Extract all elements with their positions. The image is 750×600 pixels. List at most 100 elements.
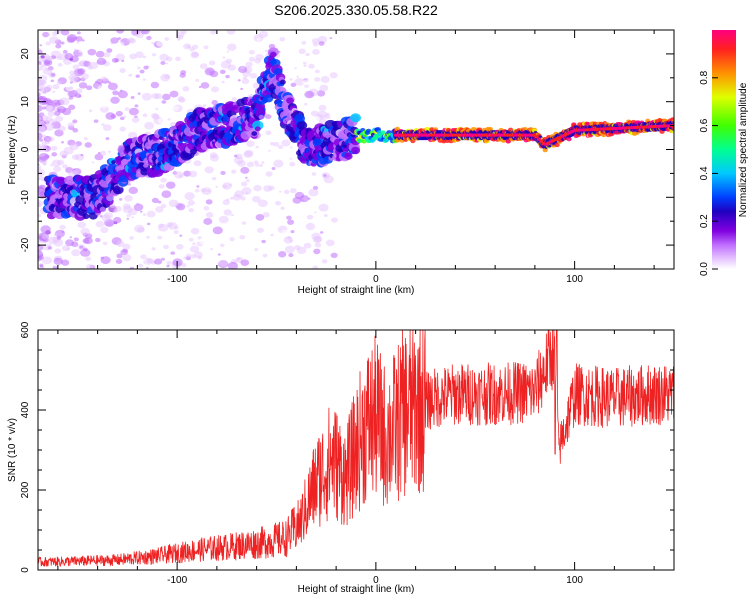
spectrogram-noise-cell bbox=[79, 82, 83, 85]
spectrogram-ridge-cell bbox=[66, 179, 75, 186]
spectrogram-noise-cell bbox=[106, 48, 113, 53]
spectrogram-noise-cell bbox=[304, 90, 314, 99]
spectrogram-noise-cell bbox=[122, 254, 132, 262]
spectrogram-ridge-cell bbox=[296, 121, 308, 130]
spectrogram-noise-cell bbox=[122, 203, 131, 210]
spectrogram-noise-cell bbox=[223, 209, 232, 216]
spectrogram-noise-cell bbox=[115, 110, 123, 117]
spectrogram-noise-cell bbox=[124, 107, 130, 111]
spectrogram-noise-cell bbox=[114, 131, 119, 135]
figure-title: S206.2025.330.05.58.R22 bbox=[274, 2, 438, 18]
spectrogram-noise-cell bbox=[278, 190, 282, 193]
spectrogram-xtick-label: 0 bbox=[373, 274, 379, 285]
spectrogram-noise-cell bbox=[318, 104, 327, 111]
spectrogram-noise-cell bbox=[53, 165, 62, 173]
spectrogram-ytick-label: 20 bbox=[20, 48, 31, 60]
spectrogram-noise-cell bbox=[101, 123, 105, 127]
spectrogram-noise-cell bbox=[311, 172, 317, 176]
spectrogram-noise-cell bbox=[329, 37, 333, 40]
spectrogram-noise-cell bbox=[151, 93, 160, 100]
spectrogram-noise-cell bbox=[84, 142, 92, 148]
spectrogram-noise-cell bbox=[161, 257, 165, 261]
spectrogram-noise-cell bbox=[241, 187, 252, 195]
spectrogram-noise-cell bbox=[254, 248, 259, 252]
spectrogram-noise-cell bbox=[168, 199, 179, 208]
spectrogram-noise-cell bbox=[302, 79, 311, 86]
spectrogram-noise-cell bbox=[294, 67, 297, 70]
spectrogram-noise-cell bbox=[80, 73, 89, 80]
spectrogram-noise-cell bbox=[317, 35, 328, 44]
spectrogram-ridge-cell bbox=[350, 113, 362, 123]
spectrogram-noise-cell bbox=[182, 86, 190, 92]
spectrogram-noise-cell bbox=[202, 104, 207, 108]
spectrogram-noise-cell bbox=[103, 52, 111, 58]
spectrogram-ridge-cell bbox=[286, 97, 294, 104]
spectrogram-noise-cell bbox=[321, 259, 328, 264]
spectrogram-noise-cell bbox=[264, 49, 269, 53]
spectrogram-noise-cell bbox=[165, 62, 169, 65]
spectrogram-noise-cell bbox=[160, 177, 167, 183]
spectrogram-noise-cell bbox=[241, 42, 251, 50]
spectrogram-noise-cell bbox=[61, 141, 65, 144]
spectrogram-noise-cell bbox=[199, 63, 208, 70]
spectrogram-core-cell bbox=[536, 137, 541, 141]
spectrogram-noise-cell bbox=[54, 233, 58, 237]
spectrogram-noise-cell bbox=[290, 230, 295, 234]
spectrogram-noise-cell bbox=[186, 204, 190, 208]
spectrogram-noise-cell bbox=[236, 223, 240, 226]
spectrogram-noise-cell bbox=[55, 43, 62, 49]
spectrogram-noise-cell bbox=[38, 92, 41, 97]
spectrogram-noise-cell bbox=[290, 87, 299, 94]
spectrogram-noise-cell bbox=[145, 238, 150, 242]
spectrogram-noise-cell bbox=[57, 159, 65, 166]
spectrogram-noise-cell bbox=[237, 79, 241, 82]
spectrogram-noise-cell bbox=[234, 154, 238, 158]
spectrogram-noise-cell bbox=[294, 180, 303, 188]
spectrogram-noise-cell bbox=[71, 249, 81, 257]
spectrogram-noise-cell bbox=[41, 256, 52, 265]
spectrogram-noise-cell bbox=[99, 150, 107, 156]
spectrogram-noise-cell bbox=[83, 136, 88, 141]
spectrogram-noise-cell bbox=[51, 99, 61, 107]
spectrogram-noise-cell bbox=[156, 40, 164, 47]
spectrogram-noise-cell bbox=[38, 74, 48, 82]
spectrogram-noise-cell bbox=[246, 161, 255, 168]
spectrogram-noise-cell bbox=[113, 216, 122, 224]
spectrogram-noise-cell bbox=[142, 113, 148, 118]
spectrogram-noise-cell bbox=[146, 222, 151, 226]
spectrogram-noise-cell bbox=[86, 264, 94, 269]
spectrogram-noise-cell bbox=[38, 104, 43, 112]
spectrogram-noise-cell bbox=[249, 72, 258, 79]
snr-ytick-label: 400 bbox=[20, 401, 31, 418]
spectrogram-noise-cell bbox=[47, 111, 55, 117]
spectrogram-noise-cell bbox=[311, 232, 321, 241]
spectrogram-noise-cell bbox=[137, 92, 141, 95]
spectrogram-noise-cell bbox=[329, 72, 338, 79]
spectrogram-noise-cell bbox=[200, 31, 211, 40]
spectrogram-noise-cell bbox=[305, 52, 310, 57]
spectrogram-noise-cell bbox=[184, 192, 195, 201]
spectrogram-noise-cell bbox=[241, 78, 250, 85]
spectrogram-noise-cell bbox=[308, 61, 314, 65]
spectrogram-noise-cell bbox=[187, 200, 195, 206]
spectrogram-noise-cell bbox=[44, 136, 51, 142]
spectrogram-noise-cell bbox=[150, 81, 160, 89]
spectrogram-noise-cell bbox=[38, 201, 41, 206]
spectrogram-noise-cell bbox=[112, 90, 119, 96]
spectrogram-noise-cell bbox=[273, 142, 280, 147]
spectrogram-noise-cell bbox=[323, 175, 334, 184]
spectrogram-noise-cell bbox=[120, 116, 125, 121]
spectrogram-noise-cell bbox=[279, 37, 286, 42]
spectrogram-noise-cell bbox=[38, 145, 48, 152]
spectrogram-noise-cell bbox=[146, 210, 156, 218]
spectrogram-noise-cell bbox=[281, 139, 291, 147]
colorbar-tick-label: 0.8 bbox=[699, 70, 710, 84]
colorbar-label: Normalized spectral amplitude bbox=[738, 82, 749, 217]
spectrogram-noise-cell bbox=[135, 51, 144, 59]
spectrogram-noise-cell bbox=[115, 53, 125, 61]
spectrogram-noise-cell bbox=[259, 164, 263, 167]
spectrogram-noise-cell bbox=[72, 128, 79, 133]
spectrogram-ridge-cell bbox=[380, 130, 386, 135]
spectrogram-noise-cell bbox=[69, 236, 73, 239]
spectrogram-noise-cell bbox=[80, 154, 84, 157]
